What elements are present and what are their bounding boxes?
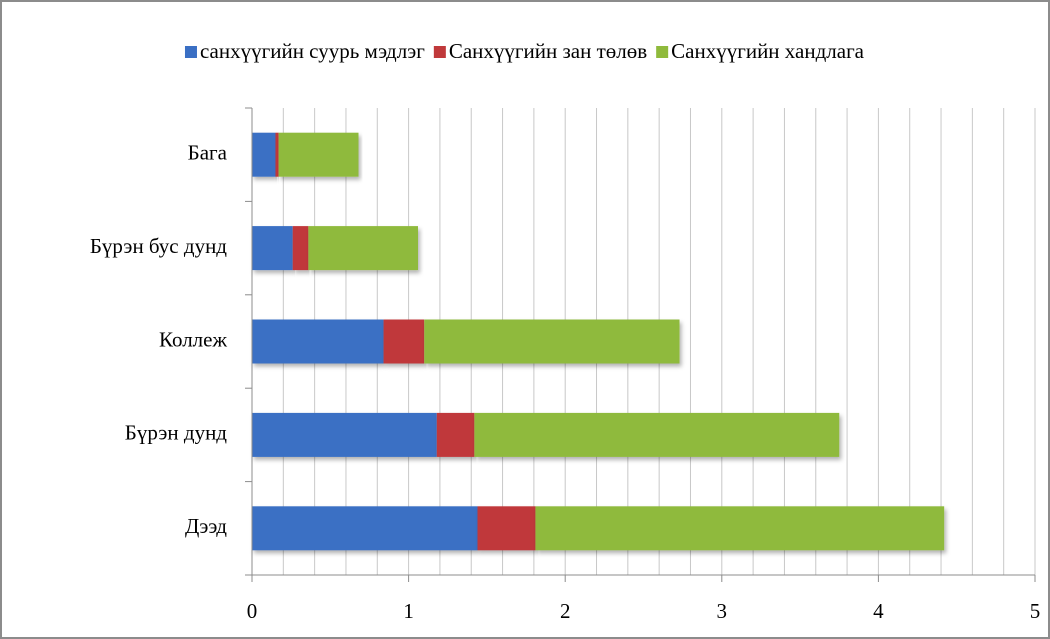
y-tick-label: Дээд [185,514,227,538]
bar-segment [252,132,276,177]
legend-swatch [656,46,669,58]
bar-segment [278,132,359,177]
bar-segment [436,412,475,457]
bar-segment [252,319,384,364]
legend-swatch [184,46,197,58]
bar-segment [474,412,840,457]
bar-segment [252,412,437,457]
legend-label: санхүүгийн суурь мэдлэг [200,39,425,63]
legend-swatch [433,46,446,58]
x-tick-label: 1 [403,599,414,623]
y-tick-label: Бүрэн дунд [125,421,228,445]
bar-segment [292,226,309,271]
x-tick-label: 3 [717,599,728,623]
x-tick-label: 5 [1030,599,1041,623]
bar-segment [424,319,680,364]
bar-segment [383,319,425,364]
x-tick-label: 0 [247,599,258,623]
y-tick-label: Коллеж [159,327,227,351]
bar-segment [252,506,478,551]
y-tick-label: Бага [188,141,228,165]
x-tick-label: 2 [560,599,571,623]
bar-segment [535,506,945,551]
bar-segment [252,226,293,271]
y-tick-label: Бүрэн бус дунд [90,234,227,258]
legend-label: Санхүүгийн зан төлөв [449,39,647,63]
bar-segment [308,226,418,271]
legend-label: Санхүүгийн хандлага [671,39,865,63]
bar-segment [477,506,536,551]
bar-segment [275,132,279,177]
x-tick-label: 4 [873,599,884,623]
